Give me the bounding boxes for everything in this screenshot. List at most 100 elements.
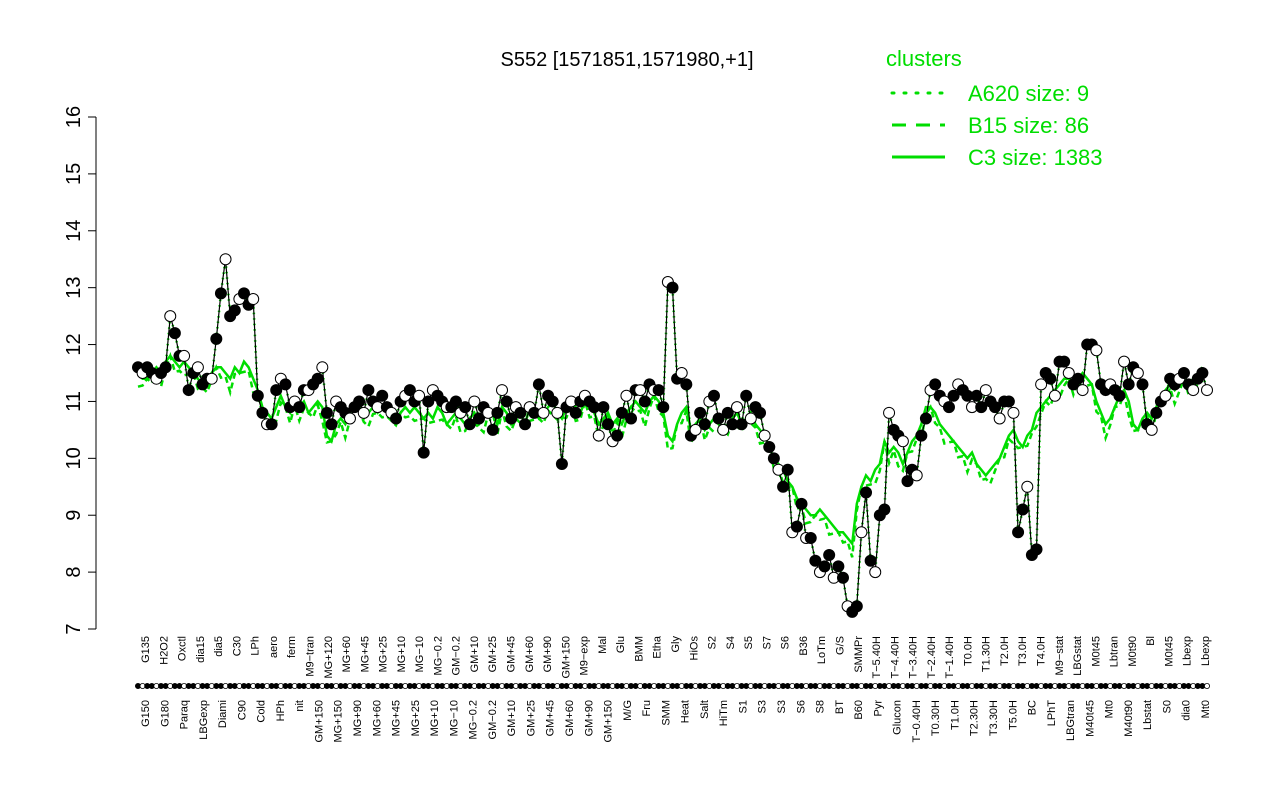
x-tick-label-bottom: BT (834, 700, 846, 714)
x-tick-label-bottom: T2.30H (969, 700, 981, 736)
data-point (496, 384, 509, 397)
data-point (781, 463, 794, 476)
data-point (611, 429, 624, 442)
x-tick-label-top: Glu (615, 636, 627, 653)
x-tick-label-top: H2O2 (158, 636, 170, 665)
data-point (1113, 389, 1126, 402)
data-point (1131, 367, 1144, 379)
x-tick-label-top: MG+45 (359, 636, 371, 672)
x-tick-label-top: S2 (707, 636, 719, 649)
data-point (191, 361, 204, 374)
x-tick-label-bottom: S6 (795, 700, 807, 713)
y-tick-label: 12 (63, 333, 85, 355)
data-point (1122, 378, 1135, 391)
data-point (717, 423, 730, 436)
data-point (1076, 384, 1089, 397)
x-tick-label-bottom: MG+90 (352, 700, 364, 736)
data-point (712, 412, 725, 425)
data-point (247, 293, 260, 306)
x-tick-label-bottom: Lbstat (1142, 700, 1154, 730)
x-tick-label-bottom: Paraq (179, 700, 191, 729)
data-point (164, 310, 177, 323)
x-tick-label-bottom: MG−10 (448, 700, 460, 736)
x-tick-label-bottom: GM+150 (313, 700, 325, 743)
data-point (1058, 355, 1071, 368)
x-tick-label-top: M0t90 (1127, 636, 1139, 667)
data-point (1012, 526, 1025, 539)
data-point (546, 395, 559, 408)
data-point (1196, 367, 1209, 379)
x-tick-label-top: MG−0.2 (432, 636, 444, 675)
data-point (491, 406, 504, 419)
data-point (975, 401, 988, 414)
x-tick-label-bottom: M40t45 (1084, 700, 1096, 737)
x-tick-label-top: GM+90 (542, 636, 554, 672)
x-tick-label-bottom: S3 (776, 700, 788, 713)
x-tick-label-bottom: MG+25 (410, 700, 422, 736)
x-tick-label-top: GM+45 (506, 636, 518, 672)
x-tick-label-top: S6 (780, 636, 792, 649)
x-tick-label-top: Etha (652, 635, 664, 659)
x-tick-label-top: MG+10 (396, 636, 408, 672)
x-tick-label-bottom: G180 (159, 700, 171, 727)
x-tick-label-top: MG+60 (341, 636, 353, 672)
data-point (463, 418, 476, 431)
data-point (615, 406, 628, 419)
x-tick-label-bottom: nit (294, 700, 306, 712)
x-tick-label-top: S5 (743, 636, 755, 649)
x-tick-label-top: LoTm (816, 636, 828, 664)
data-point (896, 435, 909, 448)
x-tick-label-bottom: Pyr (872, 700, 884, 717)
data-point (809, 554, 822, 567)
x-tick-label-bottom: Mt0 (1104, 700, 1116, 718)
data-point (265, 418, 278, 431)
data-point (178, 349, 191, 362)
x-tick-label-bottom: T1.0H (949, 700, 961, 730)
x-tick-label-bottom: C90 (236, 700, 248, 720)
data-point (666, 281, 679, 294)
y-axis: 7 8 9 10 11 12 13 14 15 16 (63, 106, 97, 635)
x-tick-label-top: S7 (761, 636, 773, 649)
data-point (625, 412, 638, 425)
x-tick-label-top: M0t45 (1163, 636, 1175, 667)
x-tick-label-bottom: GM+150 (603, 700, 615, 743)
data-point (293, 401, 306, 414)
x-tick-label-bottom: LBGexp (198, 700, 210, 740)
x-tick-label-top: ferm (286, 636, 298, 658)
x-tick-label-bottom: GM+25 (525, 700, 537, 736)
x-tick-label-top: GM−0.2 (451, 636, 463, 675)
data-point (754, 406, 767, 419)
data-point (601, 418, 614, 431)
data-point (270, 384, 283, 397)
x-tick-label-top: M9−stat (1054, 636, 1066, 675)
data-point (1118, 355, 1131, 368)
data-point (1035, 378, 1048, 391)
y-tick-label: 13 (63, 277, 85, 299)
data-point (680, 378, 693, 391)
data-point (850, 600, 863, 613)
x-tick-label-top: T1.30H (981, 636, 993, 672)
data-point (256, 406, 269, 419)
data-point (376, 389, 389, 402)
data-point (744, 412, 757, 425)
data-point (1071, 372, 1084, 385)
x-tick-label-bottom: SMM (660, 700, 672, 726)
x-tick-label-top: T4.0H (1036, 636, 1048, 666)
x-tick-label-top: SMMPr (853, 636, 865, 673)
data-point (823, 549, 836, 562)
x-tick-label-bottom: Cold (256, 700, 268, 723)
data-point (634, 384, 647, 397)
x-tick-label-bottom: T0.30H (930, 700, 942, 736)
data-point (1201, 384, 1213, 397)
y-tick-label: 11 (63, 391, 85, 412)
x-tick-label-top: G135 (140, 636, 152, 663)
x-tick-label-bottom: MG+10 (429, 700, 441, 736)
data-point (514, 406, 527, 419)
series-lines (137, 259, 1209, 614)
data-point (836, 571, 849, 584)
data-point (1048, 389, 1061, 402)
data-point (731, 401, 744, 414)
data-point (390, 412, 403, 425)
x-tick-label-top: Oxctl (177, 636, 189, 661)
